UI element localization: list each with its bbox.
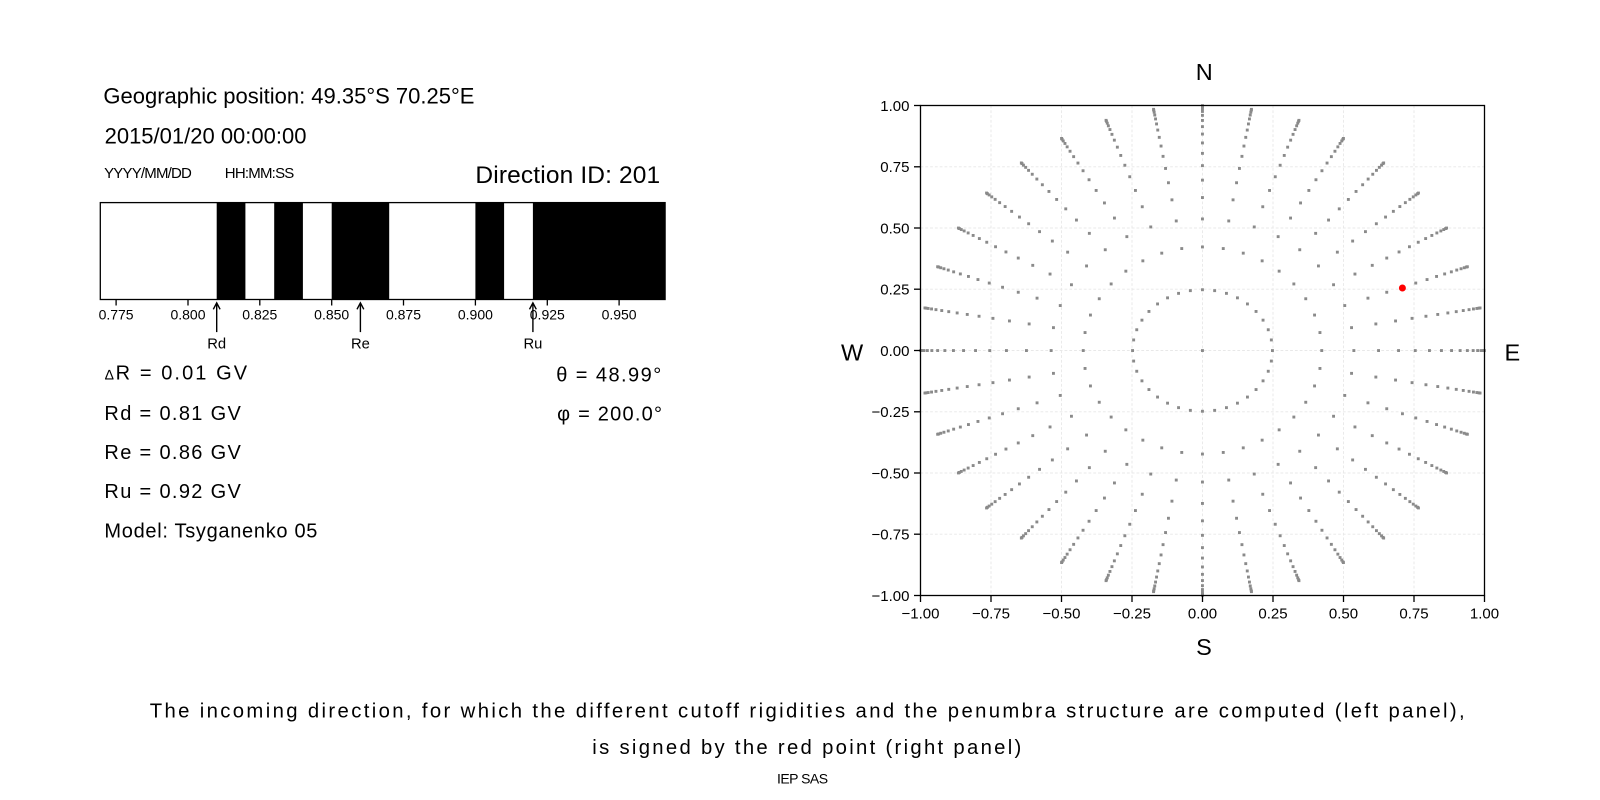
svg-text:Rd = 0.81 GV: Rd = 0.81 GV [104, 403, 241, 425]
svg-text:0.25: 0.25 [880, 282, 909, 299]
svg-text:0.800: 0.800 [170, 307, 205, 323]
svg-text:−0.50: −0.50 [872, 465, 910, 482]
svg-text:0.00: 0.00 [880, 343, 909, 360]
svg-text:YYYY/MM/DD: YYYY/MM/DD [104, 165, 192, 182]
svg-text:Ru: Ru [523, 337, 542, 353]
svg-text:Ru = 0.92 GV: Ru = 0.92 GV [104, 481, 241, 503]
svg-text:0.00: 0.00 [1188, 605, 1217, 622]
svg-text:−1.00: −1.00 [902, 605, 940, 622]
svg-text:−0.75: −0.75 [972, 605, 1010, 622]
svg-text:1.00: 1.00 [1470, 605, 1499, 622]
svg-text:0.850: 0.850 [314, 307, 349, 323]
svg-text:0.25: 0.25 [1258, 605, 1287, 622]
svg-text:−0.25: −0.25 [872, 404, 910, 421]
svg-text:0.825: 0.825 [242, 307, 277, 323]
svg-text:0.925: 0.925 [530, 307, 565, 323]
svg-text:0.875: 0.875 [386, 307, 421, 323]
svg-text:1.00: 1.00 [880, 98, 909, 115]
svg-text:θ = 48.99°: θ = 48.99° [556, 364, 661, 386]
svg-text:−0.25: −0.25 [1113, 605, 1151, 622]
svg-text:W: W [841, 340, 864, 366]
svg-text:HH:MM:SS: HH:MM:SS [225, 165, 294, 182]
svg-text:0.75: 0.75 [880, 159, 909, 176]
svg-text:2015/01/20 00:00:00: 2015/01/20 00:00:00 [105, 124, 307, 149]
svg-text:−0.50: −0.50 [1043, 605, 1081, 622]
svg-text:Model: Tsyganenko 05: Model: Tsyganenko 05 [104, 520, 317, 542]
svg-text:Direction ID: 201: Direction ID: 201 [475, 162, 660, 189]
svg-text:0.50: 0.50 [1329, 605, 1358, 622]
svg-text:0.950: 0.950 [602, 307, 637, 323]
svg-text:Re = 0.86 GV: Re = 0.86 GV [104, 442, 241, 464]
svg-text:0.775: 0.775 [99, 307, 134, 323]
svg-text:N: N [1196, 59, 1213, 85]
svg-text:−0.75: −0.75 [872, 527, 910, 544]
svg-text:Rd: Rd [207, 337, 226, 353]
svg-text:0.900: 0.900 [458, 307, 493, 323]
svg-text:is signed by the red point (ri: is signed by the red point (right panel) [592, 737, 1021, 759]
svg-text:Re: Re [351, 337, 370, 353]
svg-text:IEP SAS: IEP SAS [777, 771, 828, 787]
svg-text:S: S [1196, 634, 1212, 660]
svg-text:E: E [1504, 340, 1520, 366]
svg-text:The incoming direction, for wh: The incoming direction, for which the di… [150, 701, 1465, 723]
svg-text:−1.00: −1.00 [872, 588, 910, 605]
svg-text:Geographic position: 49.35°S 7: Geographic position: 49.35°S 70.25°E [103, 84, 474, 109]
svg-text:0.50: 0.50 [880, 220, 909, 237]
svg-text:0.75: 0.75 [1399, 605, 1428, 622]
svg-text:∆R = 0.01 GV: ∆ R = 0.01 GV [105, 362, 248, 384]
svg-text:φ = 200.0°: φ = 200.0° [557, 403, 662, 425]
